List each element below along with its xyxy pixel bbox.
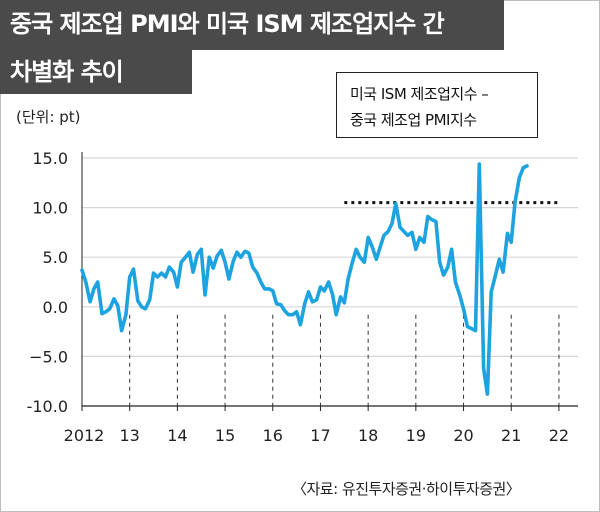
legend-text-line2: 중국 제조업 PMI지수 xyxy=(350,111,477,129)
title-band-line1 xyxy=(0,0,504,50)
x-tick-label: 13 xyxy=(120,426,140,445)
y-tick-label: 15.0 xyxy=(32,149,68,168)
chart-title-line1: 중국 제조업 PMI와 미국 ISM 제조업지수 간 xyxy=(10,10,445,38)
legend-box: 미국 ISM 제조업지수 – 중국 제조업 PMI지수 xyxy=(336,72,538,138)
legend-text-line1: 미국 ISM 제조업지수 – xyxy=(350,85,489,103)
chart-title-line2: 차별화 추이 xyxy=(10,58,124,86)
unit-label: (단위: pt) xyxy=(16,108,81,126)
y-tick-label: 0.0 xyxy=(43,298,68,317)
x-tick-label: 20 xyxy=(453,426,473,445)
series-line-0 xyxy=(80,162,529,396)
y-tick-label: -10.0 xyxy=(27,397,68,416)
y-tick-label: −5.0 xyxy=(29,347,68,366)
x-tick-label: 14 xyxy=(167,426,187,445)
x-tick-label: 18 xyxy=(358,426,378,445)
y-tick-label: 10.0 xyxy=(32,199,68,218)
x-tick-label: 17 xyxy=(310,426,330,445)
title-band-line2 xyxy=(0,50,192,94)
x-tick-label: 19 xyxy=(406,426,426,445)
x-tick-label: 22 xyxy=(549,426,569,445)
x-tick-label: 2012 xyxy=(64,426,105,445)
x-tick-label: 16 xyxy=(263,426,283,445)
y-tick-label: 5.0 xyxy=(43,248,68,267)
x-tick-label: 15 xyxy=(215,426,235,445)
x-tick-label: 21 xyxy=(501,426,521,445)
source-note: 〈자료: 유진투자증권·하이투자증권〉 xyxy=(292,480,521,498)
